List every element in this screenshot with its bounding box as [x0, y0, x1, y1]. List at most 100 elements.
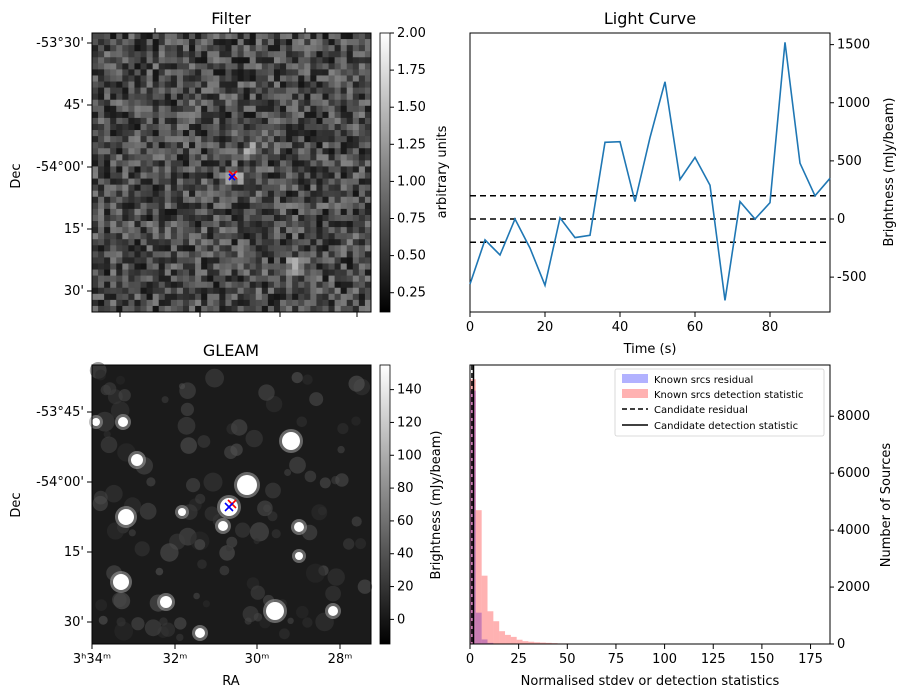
- filter-pixel: [104, 251, 111, 258]
- filter-pixel: [237, 69, 245, 76]
- filter-pixel: [201, 263, 208, 270]
- filter-pixel: [231, 69, 238, 76]
- filter-pixel: [310, 233, 317, 240]
- filter-pixel: [213, 148, 220, 155]
- filter-pixel: [225, 45, 232, 52]
- filter-pixel: [231, 293, 238, 301]
- filter-pixel: [328, 299, 336, 307]
- filter-pixel: [207, 233, 214, 240]
- filter-pixel: [358, 39, 366, 46]
- filter-pixel: [261, 105, 269, 113]
- filter-pixel: [128, 130, 135, 137]
- filter-pixel: [122, 105, 129, 113]
- filter-pixel: [255, 208, 263, 216]
- filter-pixel: [261, 69, 269, 76]
- filter-pixel: [346, 93, 354, 101]
- filter-pixel: [146, 269, 154, 277]
- filter-pixel: [164, 39, 172, 46]
- filter-pixel: [98, 93, 105, 101]
- filter-pixel: [225, 148, 232, 155]
- filter-pixel: [304, 39, 311, 46]
- filter-pixel: [340, 190, 348, 198]
- filter-pixel: [316, 227, 323, 234]
- filter-pixel: [298, 202, 305, 210]
- filter-pixel: [243, 51, 251, 58]
- filter-pixel: [116, 178, 123, 186]
- filter-pixel: [170, 287, 178, 295]
- filter-pixel: [158, 208, 166, 216]
- filter-pixel: [110, 33, 117, 40]
- filter-pixel: [128, 136, 135, 143]
- filter-pixel: [280, 190, 287, 198]
- filter-pixel: [195, 257, 202, 264]
- filter-pixel: [261, 148, 269, 155]
- gleam-bright-source: [237, 475, 257, 495]
- filter-pixel: [146, 142, 154, 149]
- filter-pixel: [219, 136, 226, 143]
- filter-pixel: [346, 257, 354, 264]
- filter-pixel: [104, 245, 111, 252]
- filter-pixel: [280, 202, 287, 210]
- filter-pixel: [164, 172, 172, 179]
- filter-pixel: [128, 105, 135, 113]
- filter-pixel: [116, 172, 123, 179]
- filter-pixel: [261, 202, 269, 210]
- filter-pixel: [261, 160, 269, 167]
- filter-pixel: [231, 75, 238, 82]
- filter-pixel: [286, 227, 293, 234]
- filter-pixel: [213, 263, 220, 270]
- gleam-faint-source: [177, 416, 196, 435]
- filter-pixel: [225, 39, 232, 46]
- filter-pixel: [280, 117, 287, 125]
- filter-pixel: [176, 93, 184, 101]
- filter-pixel: [249, 233, 257, 240]
- filter-pixel: [358, 275, 366, 283]
- filter-pixel: [170, 51, 178, 58]
- filter-pixel: [231, 63, 238, 70]
- filter-pixel: [334, 172, 342, 179]
- filter-pixel: [298, 154, 305, 161]
- filter-pixel: [140, 111, 147, 119]
- filter-pixel: [304, 305, 311, 313]
- filter-pixel: [219, 184, 226, 192]
- filter-pixel: [98, 239, 105, 246]
- filter-pixel: [128, 99, 135, 107]
- filter-pixel: [182, 239, 190, 246]
- gleam-faint-source: [114, 621, 134, 641]
- filter-pixel: [164, 57, 172, 64]
- filter-pixel: [364, 45, 372, 52]
- filter-pixel: [334, 130, 342, 137]
- filter-pixel: [334, 275, 342, 283]
- filter-pixel: [340, 245, 348, 252]
- filter-pixel: [280, 154, 287, 161]
- filter-pixel: [122, 208, 129, 216]
- filter-pixel: [152, 87, 160, 95]
- filter-pixel: [298, 257, 305, 264]
- filter-pixel: [189, 148, 196, 155]
- filter-pixel: [92, 293, 99, 301]
- filter-pixel: [316, 245, 323, 252]
- filter-pixel: [340, 39, 348, 46]
- filter-pixel: [243, 269, 251, 277]
- filter-pixel: [189, 69, 196, 76]
- filter-pixel: [249, 57, 257, 64]
- gleam-faint-source: [302, 617, 313, 628]
- filter-pixel: [304, 93, 311, 101]
- filter-pixel: [316, 166, 323, 173]
- filter-pixel: [98, 75, 105, 82]
- filter-pixel: [152, 166, 160, 173]
- filter-pixel: [249, 99, 257, 107]
- filter-pixel: [176, 287, 184, 295]
- filter-pixel: [170, 93, 178, 101]
- filter-pixel: [255, 275, 263, 283]
- filter-pixel: [134, 251, 141, 258]
- filter-pixel: [104, 184, 111, 192]
- filter-pixel: [298, 166, 305, 173]
- filter-pixel: [182, 208, 190, 216]
- filter-pixel: [273, 281, 281, 289]
- filter-pixel: [292, 154, 299, 161]
- filter-pixel: [98, 99, 105, 107]
- filter-pixel: [182, 299, 190, 307]
- filter-pixel: [352, 75, 360, 82]
- filter-pixel: [219, 305, 226, 313]
